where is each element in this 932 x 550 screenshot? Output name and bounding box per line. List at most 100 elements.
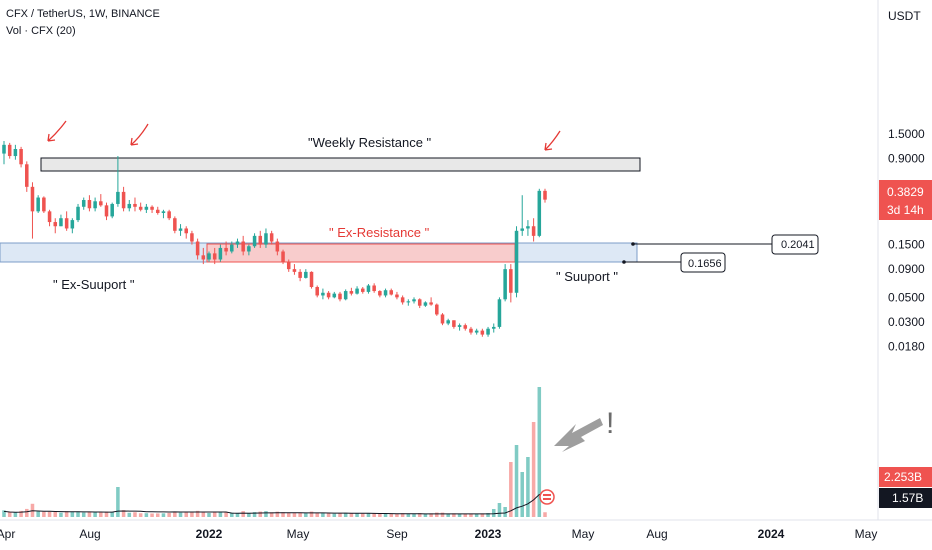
volume-bar (241, 511, 245, 517)
volume-bar (93, 512, 97, 517)
candle (281, 249, 285, 265)
volume-bar (463, 513, 468, 517)
level-low-box[interactable] (680, 252, 726, 273)
candle (503, 264, 507, 302)
candle (258, 230, 263, 248)
candle-body (167, 211, 171, 219)
volume-bar (286, 512, 291, 517)
time-tick-label: May (855, 527, 878, 541)
candle (497, 297, 502, 329)
candle-body (7, 144, 12, 157)
weekly-resistance-label: "Weekly Resistance " (308, 135, 432, 150)
candle-body (224, 247, 228, 252)
candle (309, 271, 314, 289)
red-arrow-1-icon (47, 120, 67, 142)
candle (19, 146, 23, 168)
candle (235, 238, 240, 248)
time-tick-label: May (572, 527, 595, 541)
candle-body (315, 287, 319, 296)
candle-body (309, 271, 314, 288)
volume-value: 2.253B (884, 470, 922, 484)
volume-bar (309, 511, 314, 517)
candle-body (509, 269, 513, 293)
weekly-resistance-zone[interactable] (40, 157, 641, 172)
candle (76, 203, 80, 223)
candle (269, 230, 274, 245)
time-tick-label: 2022 (196, 527, 223, 541)
candle-body (76, 206, 80, 221)
volume-bar (440, 512, 445, 517)
candle (463, 323, 468, 331)
exclamation-mark: ! (606, 407, 614, 440)
candle-body (93, 201, 97, 209)
candle (150, 205, 154, 213)
candle (110, 202, 114, 219)
volume-bar (412, 513, 416, 517)
candle-body (423, 302, 428, 306)
level-high-dot (631, 242, 635, 246)
candle-body (230, 244, 234, 252)
candle-body (412, 299, 416, 302)
candle (435, 303, 439, 316)
volume-indicator-label[interactable]: Vol · CFX (20) (6, 25, 76, 37)
candle (366, 284, 371, 294)
candle-body (435, 304, 439, 315)
candle-body (543, 190, 547, 200)
candle-body (292, 269, 297, 272)
candle-body (184, 228, 188, 234)
candle-body (235, 241, 240, 245)
volume-bar (298, 512, 302, 517)
price-axis-currency: USDT (888, 9, 921, 23)
candle-body (127, 203, 132, 209)
volume-bar (53, 512, 58, 517)
candle-body (138, 206, 143, 210)
volume-bar (13, 512, 18, 517)
volume-bar (42, 511, 46, 517)
ex-resistance-zone[interactable] (206, 243, 516, 263)
candle (13, 144, 18, 160)
candle (332, 291, 337, 299)
candle (104, 202, 109, 221)
candle (315, 285, 319, 298)
candle (207, 251, 211, 262)
red-arrow-3-icon (544, 130, 561, 151)
candle-body (474, 330, 479, 333)
volume-bar (417, 513, 422, 517)
candle-body (70, 220, 75, 229)
volume-bar (366, 513, 371, 517)
candle-body (144, 206, 149, 210)
volume-bar (372, 513, 376, 517)
candle-body (30, 186, 35, 212)
volume-bar (343, 512, 348, 517)
volume-bar (321, 512, 325, 517)
red-arrow-2-icon (130, 123, 149, 146)
level-high-box[interactable] (771, 234, 819, 255)
volume-bar (218, 511, 223, 517)
candle-body (417, 299, 422, 306)
volume-layer (2, 387, 547, 517)
volume-bar (491, 509, 496, 517)
candle-body (304, 271, 308, 278)
candle-body (121, 191, 126, 209)
volume-bar (469, 513, 473, 517)
candle (178, 224, 183, 236)
candle (417, 298, 422, 309)
candle (144, 203, 149, 213)
candle-body (281, 251, 285, 262)
candle-body (150, 206, 154, 210)
candle-body (406, 301, 411, 303)
time-tick-label: Aug (79, 527, 100, 541)
volume-bar (332, 513, 337, 517)
candle-body (457, 325, 462, 327)
candle (116, 156, 120, 207)
candle-body (258, 235, 263, 245)
chart-symbol-title[interactable]: CFX / TetherUS, 1W, BINANCE (6, 8, 160, 20)
level-low-value: 0.1656 (688, 258, 722, 270)
candle-body (400, 297, 405, 303)
volume-bar (64, 511, 69, 517)
candle (2, 140, 6, 165)
candle-body (349, 291, 354, 294)
volume-bar (110, 511, 114, 517)
volume-bar (161, 513, 166, 517)
